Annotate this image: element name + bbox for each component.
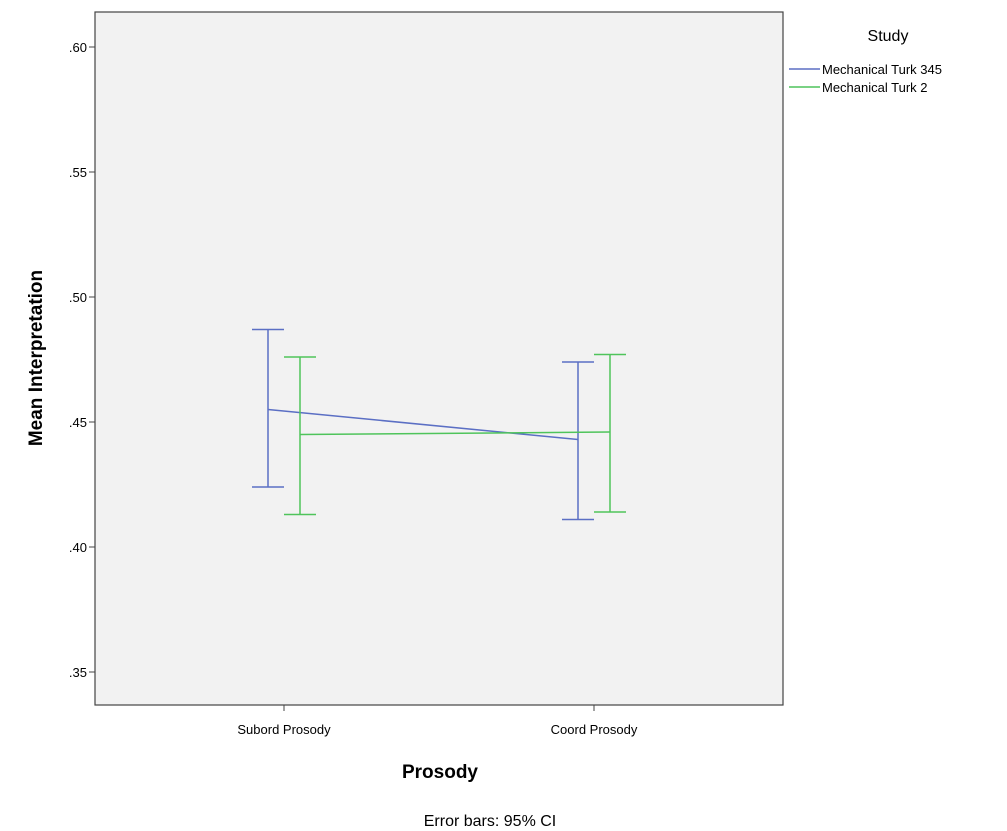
- x-tick-label: Coord Prosody: [551, 722, 638, 737]
- y-tick-label: .60: [69, 40, 87, 55]
- x-axis: Subord Prosody Coord Prosody: [237, 705, 638, 737]
- x-tick-label: Subord Prosody: [237, 722, 331, 737]
- chart-footnote: Error bars: 95% CI: [424, 813, 556, 830]
- legend-label: Mechanical Turk 2: [822, 80, 928, 95]
- y-axis: .35 .40 .45 .50 .55 .60: [69, 40, 95, 680]
- y-tick-label: .35: [69, 665, 87, 680]
- x-axis-title: Prosody: [402, 762, 478, 783]
- y-tick-label: .50: [69, 290, 87, 305]
- series-2: [284, 353, 626, 516]
- series-layer: [252, 328, 626, 521]
- legend-title: Study: [868, 28, 909, 45]
- y-tick-label: .55: [69, 165, 87, 180]
- legend-label: Mechanical Turk 345: [822, 62, 942, 77]
- series-1: [252, 328, 594, 521]
- series-line: [267, 408, 579, 441]
- y-tick-label: .40: [69, 540, 87, 555]
- y-tick-label: .45: [69, 415, 87, 430]
- series-line: [299, 431, 611, 436]
- legend-items: Mechanical Turk 345 Mechanical Turk 2: [789, 62, 942, 95]
- plot-area: [94, 11, 784, 706]
- y-axis-title: Mean Interpretation: [26, 270, 47, 446]
